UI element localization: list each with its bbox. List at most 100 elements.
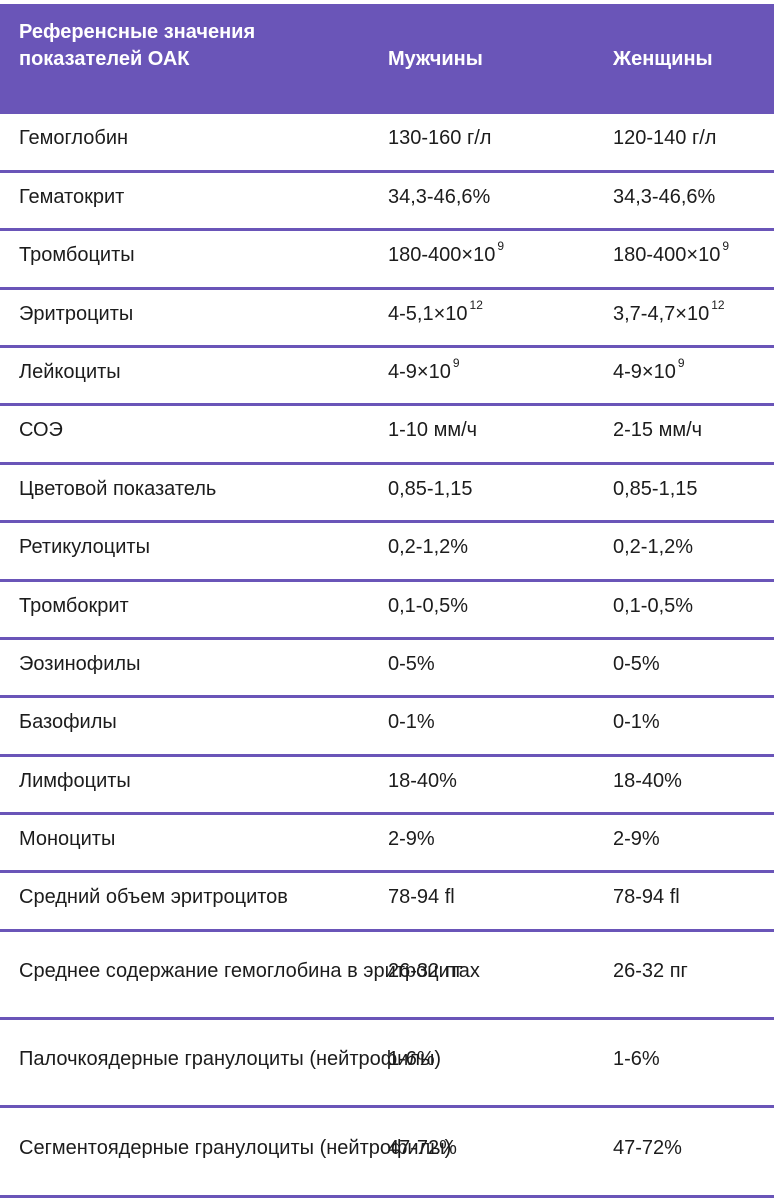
parameter-name: Сегментоядерные гранулоциты (нейтрофилы) — [19, 1108, 451, 1195]
men-value: 0,2-1,2% — [388, 523, 608, 579]
table-row: СОЭ 1-10 мм/ч 2-15 мм/ч — [0, 406, 774, 465]
women-value-text: 47-72% — [613, 1136, 682, 1159]
men-value-text: 0-5% — [388, 652, 435, 675]
men-value-value: 4-5,1×10 12 — [388, 297, 483, 329]
women-value-exponent: 9 — [677, 355, 685, 370]
women-value: 4-9×10 9 — [613, 348, 773, 403]
parameter-name-value: Цветовой показатель — [19, 474, 216, 504]
men-value-text: 78-94 fl — [388, 886, 455, 908]
table-row: Лейкоциты 4-9×10 9 4-9×10 9 — [0, 348, 774, 406]
parameter-name-text: Среднее содержание гемоглобина в эритроц… — [19, 959, 480, 982]
parameter-name-value: Гематокрит — [19, 182, 124, 212]
header-parameter: Референсные значения показателей ОАК — [19, 21, 256, 70]
men-value: 78-94 fl — [388, 873, 608, 929]
men-value: 18-40% — [388, 757, 608, 812]
parameter-name-text: Эозинофилы — [19, 652, 141, 675]
men-value-value: 78-94 fl — [388, 882, 455, 912]
parameter-name-text: Сегментоядерные гранулоциты (нейтрофилы) — [19, 1136, 452, 1159]
women-value-text: 34,3-46,6% — [613, 185, 716, 208]
women-value-value: 0-5% — [613, 649, 660, 679]
table-row: Базофилы 0-1% 0-1% — [0, 698, 774, 757]
parameter-name: Базофилы — [19, 698, 359, 754]
parameter-name-value: Эозинофилы — [19, 649, 140, 679]
women-value-value: 78-94 fl — [613, 882, 680, 912]
women-value-value: 0,2-1,2% — [613, 532, 693, 562]
parameter-name: Среднее содержание гемоглобина в эритроц… — [19, 932, 480, 1017]
women-value-value: 1-6% — [613, 1044, 660, 1074]
parameter-name-text: Тромбоциты — [19, 244, 135, 266]
parameter-name: Цветовой показатель — [19, 465, 359, 520]
men-value: 2-9% — [388, 815, 608, 870]
table-row: Цветовой показатель 0,85-1,15 0,85-1,15 — [0, 465, 774, 523]
women-value: 1-6% — [613, 1020, 773, 1105]
men-value-value: 34,3-46,6% — [388, 182, 490, 212]
women-value-text: 0-5% — [613, 652, 660, 675]
men-value: 0,1-0,5% — [388, 582, 608, 637]
women-value-exponent: 9 — [722, 239, 730, 253]
men-value-value: 0,1-0,5% — [388, 591, 468, 621]
parameter-name: Эозинофилы — [19, 640, 359, 695]
women-value: 3,7-4,7×10 12 — [613, 290, 773, 345]
men-value-value: 0,2-1,2% — [388, 532, 468, 562]
parameter-name-value: Средний объем эритроцитов — [19, 882, 288, 912]
women-value: 26-32 пг — [613, 932, 773, 1017]
table-row: Средний объем эритроцитов 78-94 fl 78-94 f… — [0, 873, 774, 932]
women-value-value: 3,7-4,7×10 12 — [613, 298, 725, 329]
men-value-value: 180-400×10 9 — [388, 239, 504, 270]
men-value-value: 1-6% — [388, 1044, 435, 1074]
parameter-name-text: Палочкоядерные гранулоциты (нейтрофилы) — [19, 1047, 442, 1070]
men-value: 180-400×10 9 — [388, 231, 608, 287]
parameter-name-value: Эритроциты — [19, 299, 133, 329]
men-value-text: 4-5,1×10 — [388, 302, 468, 325]
women-value-text: 2-15 мм/ч — [613, 419, 703, 441]
parameter-name-text: Лимфоциты — [19, 769, 131, 792]
men-value-value: 1-10 мм/ч — [388, 415, 477, 445]
women-value-value: 18-40% — [613, 766, 682, 796]
men-value: 0,85-1,15 — [388, 465, 608, 520]
men-value-text: 0,2-1,2% — [388, 536, 469, 558]
parameter-name-value: Лейкоциты — [19, 357, 121, 387]
table-row: Гематокрит 34,3-46,6% 34,3-46,6% — [0, 173, 774, 231]
parameter-name-value: Гемоглобин — [19, 123, 128, 153]
women-value-text: 3,7-4,7×10 — [613, 302, 710, 325]
parameter-name-text: Гемоглобин — [19, 127, 129, 149]
table-row: Моноциты 2-9% 2-9% — [0, 815, 774, 873]
parameter-name: Тромбоциты — [19, 231, 359, 287]
men-value-value: 2-9% — [388, 824, 435, 854]
parameter-name-value: Базофилы — [19, 707, 117, 737]
parameter-name-text: СОЭ — [19, 419, 63, 441]
men-value-text: 1-10 мм/ч — [388, 419, 478, 441]
men-value: 130-160 г/л — [388, 114, 608, 170]
men-value-text: 0,1-0,5% — [388, 594, 469, 617]
women-value-text: 18-40% — [613, 769, 682, 792]
men-value-text: 34,3-46,6% — [388, 185, 491, 208]
women-value: 0,2-1,2% — [613, 523, 773, 579]
men-value-text: 47-72% — [388, 1136, 457, 1159]
table-row: Тромбоциты 180-400×10 9 180-400×10 9 — [0, 231, 774, 290]
table-row: Тромбокрит 0,1-0,5% 0,1-0,5% — [0, 582, 774, 640]
women-value: 2-9% — [613, 815, 773, 870]
women-value: 2-15 мм/ч — [613, 406, 773, 462]
women-value-value: 0,1-0,5% — [613, 591, 693, 621]
table-row: Лимфоциты 18-40% 18-40% — [0, 757, 774, 815]
women-value-text: 0-1% — [613, 711, 660, 733]
men-value-text: 4-9×10 — [388, 360, 451, 383]
men-value: 47-72% — [388, 1108, 608, 1195]
men-value-text: 180-400×10 — [388, 244, 496, 266]
men-value-exponent: 9 — [452, 355, 460, 370]
parameter-name-text: Гематокрит — [19, 185, 125, 208]
women-value: 34,3-46,6% — [613, 173, 773, 228]
women-value-text: 180-400×10 — [613, 244, 721, 266]
men-value-exponent: 12 — [469, 297, 483, 312]
women-value-text: 0,2-1,2% — [613, 536, 694, 558]
parameter-name-value: Моноциты — [19, 824, 115, 854]
parameter-name-value: Среднее содержание гемоглобина в эритроц… — [19, 956, 480, 986]
women-value-value: 2-9% — [613, 824, 660, 854]
men-value: 1-6% — [388, 1020, 608, 1105]
men-value-text: 130-160 г/л — [388, 127, 492, 149]
parameter-name-text: Эритроциты — [19, 302, 134, 325]
women-value: 180-400×10 9 — [613, 231, 773, 287]
men-value-text: 0,85-1,15 — [388, 477, 473, 500]
parameter-name: Лимфоциты — [19, 757, 359, 812]
